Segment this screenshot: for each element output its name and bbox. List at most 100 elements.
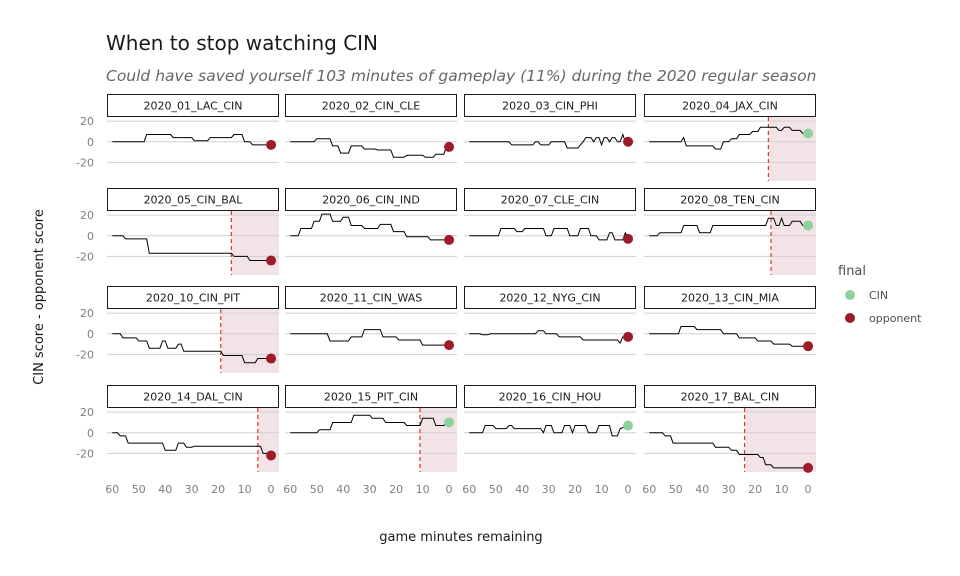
x-tick-label: 0 [446, 483, 453, 496]
stop-watching-region [419, 408, 457, 472]
strip-box [285, 188, 457, 211]
chart-subtitle: Could have saved yourself 103 minutes of… [106, 67, 816, 85]
y-tick-label: 20 [80, 406, 94, 419]
x-tick-label: 50 [310, 483, 324, 496]
panel-2020_13_CIN_MIA: 2020_13_CIN_MIA [644, 286, 816, 355]
strip-box [285, 286, 457, 309]
x-tick-label: 10 [416, 483, 430, 496]
stop-watching-region [768, 117, 816, 181]
x-tick-label: 30 [185, 483, 199, 496]
strip-label: 2020_05_CIN_BAL [144, 194, 244, 207]
final-point [803, 128, 814, 139]
panel-2020_06_CIN_IND: 2020_06_CIN_IND [285, 188, 457, 257]
x-tick-label: 40 [158, 483, 172, 496]
x-tick-label: 0 [268, 483, 275, 496]
strip-label: 2020_10_CIN_PIT [146, 292, 241, 305]
score-line [469, 228, 629, 241]
score-line [290, 329, 450, 346]
final-point [266, 353, 277, 364]
strip-box [107, 385, 279, 408]
x-tick-label: 20 [211, 483, 225, 496]
panel-2020_02_CIN_CLE: 2020_02_CIN_CLE [285, 94, 457, 163]
x-tick-label: 60 [642, 483, 656, 496]
panel-2020_15_PIT_CIN: 2020_15_PIT_CIN 60 50 40 30 20 10 0 [283, 385, 457, 496]
panel-2020_17_BAL_CIN: 2020_17_BAL_CIN 60 50 40 30 20 10 0 [642, 385, 816, 496]
final-point [623, 420, 634, 431]
x-tick-label: 50 [489, 483, 503, 496]
strip-box [644, 286, 816, 309]
strip-label: 2020_16_CIN_HOU [499, 391, 602, 404]
strip-box [285, 385, 457, 408]
score-line [469, 133, 629, 149]
y-axis-title: CIN score - opponent score [32, 209, 47, 385]
y-tick-label: 0 [87, 328, 94, 341]
final-point [444, 141, 455, 152]
y-tick-label: 20 [80, 115, 94, 128]
final-point [803, 220, 814, 231]
final-point [623, 331, 634, 342]
strip-label: 2020_08_TEN_CIN [680, 194, 780, 207]
score-line [649, 326, 809, 347]
stop-watching-region [744, 408, 816, 472]
strip-label: 2020_15_PIT_CIN [324, 391, 418, 404]
strip-label: 2020_02_CIN_CLE [322, 100, 420, 113]
x-axis-title: game minutes remaining [379, 530, 542, 545]
score-line [649, 126, 809, 150]
panel-2020_12_NYG_CIN: 2020_12_NYG_CIN [464, 286, 636, 355]
score-line [649, 216, 809, 237]
x-tick-label: 0 [805, 483, 812, 496]
strip-label: 2020_14_DAL_CIN [143, 391, 243, 404]
final-point [444, 417, 455, 428]
strip-box [107, 188, 279, 211]
strip-box [644, 94, 816, 117]
y-tick-label: -20 [76, 250, 94, 263]
y-tick-label: -20 [76, 348, 94, 361]
panel-2020_07_CLE_CIN: 2020_07_CLE_CIN [464, 188, 636, 257]
x-tick-label: 10 [775, 483, 789, 496]
final-point [266, 139, 277, 150]
score-line [112, 432, 272, 456]
panel-2020_04_JAX_CIN: 2020_04_JAX_CIN [644, 94, 816, 181]
strip-label: 2020_04_JAX_CIN [682, 100, 778, 113]
final-point [803, 341, 814, 352]
panel-2020_14_DAL_CIN: 2020_14_DAL_CIN 20 0 -20 60 50 40 30 20 10 0 [76, 385, 279, 496]
x-tick-label: 60 [283, 483, 297, 496]
strip-label: 2020_07_CLE_CIN [501, 194, 599, 207]
final-point [266, 450, 277, 461]
legend-label-cin: CIN [869, 289, 888, 302]
x-tick-label: 10 [238, 483, 252, 496]
score-line [469, 425, 629, 437]
x-tick-label: 50 [669, 483, 683, 496]
x-tick-label: 20 [568, 483, 582, 496]
y-tick-label: -20 [76, 156, 94, 169]
x-tick-label: 40 [336, 483, 350, 496]
x-tick-label: 10 [595, 483, 609, 496]
panel-2020_05_CIN_BAL: 2020_05_CIN_BAL 20 0 -20 [76, 188, 279, 275]
strip-label: 2020_06_CIN_IND [322, 194, 420, 207]
final-point [623, 233, 634, 244]
legend-title: final [838, 264, 866, 279]
strip-box [464, 94, 636, 117]
score-line [290, 138, 450, 158]
x-tick-label: 60 [462, 483, 476, 496]
x-tick-label: 20 [389, 483, 403, 496]
strip-label: 2020_01_LAC_CIN [143, 100, 242, 113]
score-line [112, 333, 272, 364]
strip-box [644, 385, 816, 408]
x-tick-label: 30 [542, 483, 556, 496]
y-tick-label: 0 [87, 230, 94, 243]
strip-box [464, 286, 636, 309]
score-line [649, 432, 809, 469]
y-tick-label: 20 [80, 307, 94, 320]
score-line [290, 213, 450, 241]
strip-box [464, 188, 636, 211]
strip-label: 2020_17_BAL_CIN [681, 391, 780, 404]
strip-label: 2020_12_NYG_CIN [499, 292, 600, 305]
panel-2020_10_CIN_PIT: 2020_10_CIN_PIT 20 0 -20 [76, 286, 279, 373]
y-tick-label: 0 [87, 427, 94, 440]
legend-key-opponent [845, 313, 855, 323]
x-tick-label: 30 [363, 483, 377, 496]
panel-2020_01_LAC_CIN: 2020_01_LAC_CIN 20 0 -20 [76, 94, 279, 169]
final-point [623, 136, 634, 147]
